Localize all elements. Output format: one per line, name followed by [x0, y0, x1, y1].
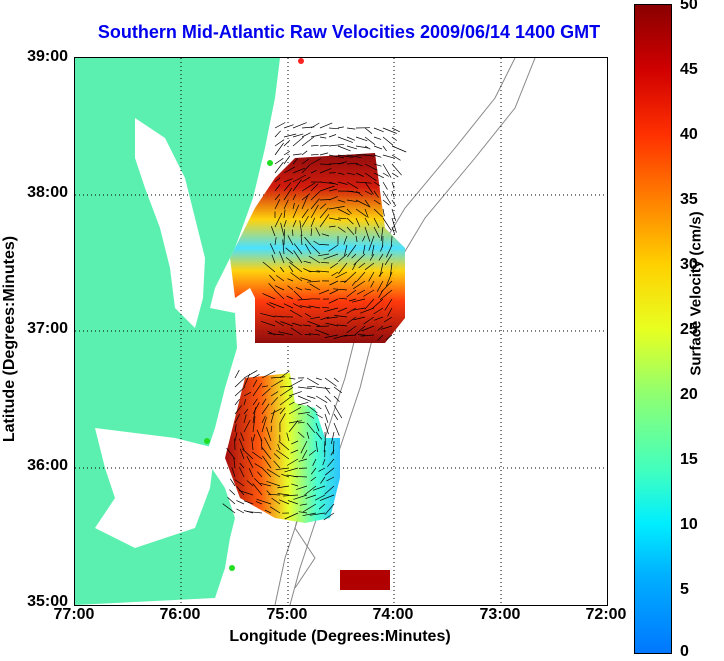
- current-vector: [320, 153, 328, 155]
- colorbar-tick: 5: [680, 581, 689, 599]
- current-vector: [293, 123, 307, 128]
- current-vector: [325, 405, 330, 415]
- current-vector: [329, 135, 336, 138]
- x-tick-label: 76:00: [145, 606, 215, 624]
- current-vector: [293, 137, 304, 146]
- colorbar-tick: 0: [680, 643, 689, 661]
- current-vector: [311, 154, 319, 155]
- current-vector: [302, 133, 311, 137]
- x-axis-label: Longitude (Degrees:Minutes): [160, 628, 520, 646]
- current-vector: [334, 423, 339, 436]
- current-vector: [298, 387, 312, 389]
- colorbar: [634, 4, 672, 654]
- current-vector: [374, 137, 381, 139]
- current-vector: [311, 123, 319, 128]
- current-vector: [329, 144, 344, 146]
- current-vector: [347, 137, 355, 140]
- current-vector: [338, 127, 344, 128]
- current-vector: [365, 128, 372, 134]
- current-vector: [235, 378, 245, 387]
- current-vector: [316, 326, 329, 327]
- current-vector: [325, 414, 328, 423]
- current-vector: [392, 200, 396, 206]
- current-vector: [320, 145, 329, 146]
- y-tick-label: 39:00: [8, 48, 68, 66]
- current-vector: [392, 137, 397, 141]
- current-vector: [383, 146, 387, 151]
- velocity-field-south: [225, 373, 340, 523]
- colorbar-tick: 15: [680, 451, 698, 469]
- current-vector: [374, 128, 384, 132]
- current-vector: [284, 125, 294, 128]
- x-tick-label: 77:00: [39, 606, 109, 624]
- current-vector: [316, 405, 321, 409]
- current-vector: [236, 500, 244, 504]
- current-vector: [284, 140, 290, 146]
- current-vector: [307, 387, 315, 388]
- current-vector: [307, 396, 315, 399]
- x-tick-label: 75:00: [252, 606, 322, 624]
- current-vector: [275, 131, 281, 137]
- current-vector: [275, 140, 284, 146]
- x-tick-label: 73:00: [465, 606, 535, 624]
- current-vector: [383, 173, 389, 176]
- current-vector: [325, 378, 337, 386]
- current-vector: [284, 151, 290, 155]
- chart-title: Southern Mid-Atlantic Raw Velocities 200…: [64, 22, 634, 43]
- current-vector: [329, 128, 339, 129]
- current-vector: [311, 145, 319, 146]
- y-axis-label: Latitude (Degrees:Minutes): [1, 209, 19, 469]
- current-vector: [284, 156, 290, 164]
- current-vector: [284, 229, 285, 245]
- current-vector: [235, 370, 239, 378]
- current-vector: [229, 490, 235, 495]
- current-vector: [383, 191, 391, 204]
- current-vector: [302, 137, 314, 146]
- current-vector: [392, 128, 400, 132]
- x-tick-label: 74:00: [358, 606, 428, 624]
- colorbar-label: Surface Velocity (cm/s): [688, 194, 705, 394]
- current-vector: [334, 414, 338, 420]
- current-vector: [392, 146, 406, 152]
- map-plot-area: [74, 57, 608, 606]
- current-vector: [237, 509, 245, 513]
- x-tick-label: 72:00: [571, 606, 641, 624]
- current-vector: [316, 378, 322, 380]
- current-vector: [383, 182, 388, 190]
- colorbar-tick: 10: [680, 516, 698, 534]
- current-vector: [275, 158, 283, 164]
- current-vector: [334, 378, 339, 382]
- y-tick-label: 38:00: [8, 184, 68, 202]
- current-vector: [302, 151, 307, 155]
- current-vector: [325, 387, 330, 394]
- current-vector: [374, 146, 382, 149]
- current-vector: [383, 200, 389, 205]
- current-vector: [325, 396, 331, 402]
- current-vector: [311, 134, 327, 138]
- current-vector: [316, 396, 327, 403]
- current-vector: [347, 146, 357, 149]
- current-vector: [320, 123, 332, 128]
- velocity-field-offshore: [340, 570, 390, 590]
- current-vector: [383, 137, 393, 145]
- land: [75, 58, 280, 605]
- map-canvas: [75, 58, 607, 605]
- current-vector: [338, 137, 353, 143]
- current-vector: [293, 154, 302, 155]
- current-vector: [275, 123, 285, 129]
- colorbar-tick: 50: [680, 0, 698, 14]
- current-vector: [383, 128, 397, 134]
- current-vector: [298, 402, 308, 405]
- colorbar-tick: 45: [680, 61, 698, 79]
- current-vector: [392, 173, 398, 177]
- current-vector: [320, 200, 330, 201]
- current-vector: [307, 378, 319, 385]
- current-vector: [316, 387, 330, 389]
- colorbar-tick: 40: [680, 126, 698, 144]
- current-vector: [320, 137, 326, 138]
- current-vector: [347, 128, 355, 129]
